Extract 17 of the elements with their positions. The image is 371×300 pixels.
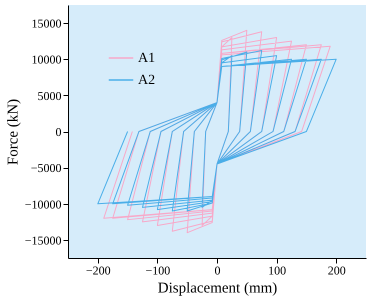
y-tick-label: 5000	[38, 88, 62, 103]
line-series	[97, 50, 337, 212]
y-tick-label: 0	[56, 125, 62, 139]
y-tick-label: 10000	[32, 52, 62, 67]
legend-label: A2	[138, 73, 156, 88]
y-tick-label: −5000	[30, 161, 62, 176]
x-tick-label: −200	[86, 264, 111, 278]
y-tick-label: 15000	[32, 16, 62, 31]
x-tick-label: 0	[214, 264, 220, 278]
x-tick-label: −100	[146, 264, 170, 278]
x-tick-label: 200	[328, 264, 346, 278]
y-tick-label: −10000	[24, 197, 62, 212]
y-tick-label: −15000	[24, 233, 62, 248]
x-tick-label: 100	[268, 264, 286, 278]
legend-label: A1	[138, 51, 156, 66]
y-axis-title: Force (kN)	[6, 98, 22, 166]
x-axis-title: Displacement (mm)	[158, 280, 278, 296]
